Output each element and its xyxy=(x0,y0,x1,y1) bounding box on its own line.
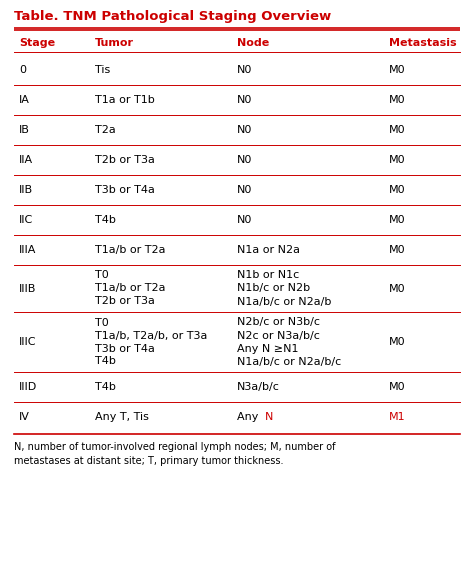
Text: N2c or N3a/b/c: N2c or N3a/b/c xyxy=(237,331,320,341)
Text: M0: M0 xyxy=(389,337,405,347)
Text: N1a/b/c or N2a/b: N1a/b/c or N2a/b xyxy=(237,297,331,306)
Text: M0: M0 xyxy=(389,382,405,392)
Text: IIID: IIID xyxy=(19,382,37,392)
Text: M0: M0 xyxy=(389,245,405,255)
Text: T2a: T2a xyxy=(95,125,116,135)
Text: IV: IV xyxy=(19,412,30,422)
Text: Any T, Tis: Any T, Tis xyxy=(95,412,149,422)
Text: M0: M0 xyxy=(389,155,405,165)
Text: IIIC: IIIC xyxy=(19,337,36,347)
Text: T2b or T3a: T2b or T3a xyxy=(95,297,155,306)
Text: IIB: IIB xyxy=(19,185,33,195)
Text: N0: N0 xyxy=(237,185,252,195)
Text: IA: IA xyxy=(19,95,30,105)
Text: N0: N0 xyxy=(237,215,252,225)
Text: T2b or T3a: T2b or T3a xyxy=(95,155,155,165)
Text: N0: N0 xyxy=(237,95,252,105)
Text: Any N ≥N1: Any N ≥N1 xyxy=(237,343,299,354)
Text: T0: T0 xyxy=(95,271,109,280)
Text: N, number of tumor-involved regional lymph nodes; M, number of
metastases at dis: N, number of tumor-involved regional lym… xyxy=(14,442,336,466)
Text: Metastasis: Metastasis xyxy=(389,38,456,48)
Text: Tis: Tis xyxy=(95,65,110,75)
Text: M0: M0 xyxy=(389,65,405,75)
Text: T3b or T4a: T3b or T4a xyxy=(95,185,155,195)
Text: N: N xyxy=(265,412,273,422)
Text: M0: M0 xyxy=(389,95,405,105)
Text: IB: IB xyxy=(19,125,30,135)
Text: IIIA: IIIA xyxy=(19,245,36,255)
Text: N1b/c or N2b: N1b/c or N2b xyxy=(237,284,310,293)
Text: 0: 0 xyxy=(19,65,26,75)
Text: N3a/b/c: N3a/b/c xyxy=(237,382,280,392)
Text: N0: N0 xyxy=(237,65,252,75)
Text: T4b: T4b xyxy=(95,382,116,392)
Text: N2b/c or N3b/c: N2b/c or N3b/c xyxy=(237,318,320,328)
Text: M0: M0 xyxy=(389,284,405,293)
Text: Stage: Stage xyxy=(19,38,55,48)
Text: M0: M0 xyxy=(389,125,405,135)
Text: N0: N0 xyxy=(237,125,252,135)
Text: N1a/b/c or N2a/b/c: N1a/b/c or N2a/b/c xyxy=(237,356,341,367)
Text: Tumor: Tumor xyxy=(95,38,134,48)
Text: M0: M0 xyxy=(389,215,405,225)
Text: M0: M0 xyxy=(389,185,405,195)
Text: M1: M1 xyxy=(389,412,405,422)
Text: T4b: T4b xyxy=(95,215,116,225)
Text: T3b or T4a: T3b or T4a xyxy=(95,343,155,354)
Text: T1a/b, T2a/b, or T3a: T1a/b, T2a/b, or T3a xyxy=(95,331,207,341)
Text: T1a or T1b: T1a or T1b xyxy=(95,95,155,105)
Text: IIA: IIA xyxy=(19,155,33,165)
Text: Table. TNM Pathological Staging Overview: Table. TNM Pathological Staging Overview xyxy=(14,10,331,23)
Text: T1a/b or T2a: T1a/b or T2a xyxy=(95,284,165,293)
Text: T1a/b or T2a: T1a/b or T2a xyxy=(95,245,165,255)
Text: IIIB: IIIB xyxy=(19,284,36,293)
Text: Any: Any xyxy=(237,412,262,422)
Text: N0: N0 xyxy=(237,155,252,165)
Text: N1b or N1c: N1b or N1c xyxy=(237,271,299,280)
Text: IIC: IIC xyxy=(19,215,33,225)
Text: T4b: T4b xyxy=(95,356,116,367)
Text: N1a or N2a: N1a or N2a xyxy=(237,245,300,255)
Text: Node: Node xyxy=(237,38,269,48)
Text: T0: T0 xyxy=(95,318,109,328)
